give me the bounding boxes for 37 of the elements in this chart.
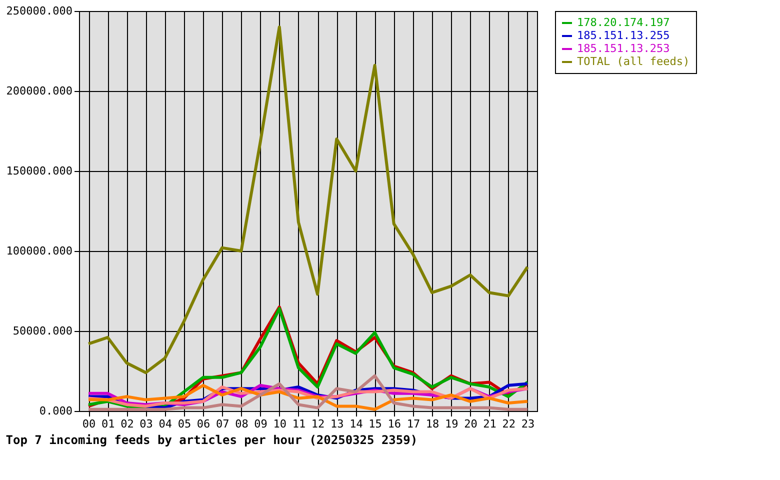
legend-label: 178.20.174.197 [577,16,670,29]
y-tick-label: 150000.000 [6,164,72,178]
x-tick-label: 02 [120,418,134,430]
legend-label: 185.151.13.253 [577,42,670,55]
line-series [87,374,529,411]
x-tick-label: 05 [178,418,192,430]
x-tick-label: 03 [140,418,153,430]
x-tick-label: 18 [426,418,440,430]
x-tick-label: 21 [483,418,496,430]
x-tick-label: 23 [521,418,535,430]
x-tick-label: 19 [445,418,458,430]
legend-label: TOTAL (all feeds) [577,55,690,68]
x-tick-label: 08 [235,418,248,430]
y-tick-label: 0.000 [39,404,72,418]
x-tick-label: 10 [273,418,286,430]
x-tick-label: 04 [158,418,172,430]
x-tick-label: 06 [196,418,210,430]
line-series [87,26,529,374]
x-tick-label: 09 [254,418,268,430]
text: Top 7 incoming feeds by articles per hour (20250325 2359) [6,433,418,447]
x-tick-label: 12 [311,418,325,430]
y-tick-label: 200000.000 [6,84,72,98]
y-tick-label: 250000.000 [6,4,72,18]
x-tick-label: 00 [82,418,96,430]
x-tick-label: 14 [350,418,364,430]
x-tick-label: 07 [216,418,230,430]
legend-label: 185.151.13.255 [577,29,670,42]
x-tick-label: 15 [368,418,382,430]
x-tick-label: 20 [464,418,478,430]
x-tick-label: 11 [292,418,306,430]
x-tick-label: 01 [102,418,115,430]
y-tick-label: 100000.000 [6,244,72,258]
x-tick-label: 13 [330,418,344,430]
y-tick-label: 50000.000 [12,324,72,338]
x-tick-label: 17 [406,418,420,430]
x-tick-label: 22 [502,418,516,430]
x-tick-label: 16 [388,418,401,430]
